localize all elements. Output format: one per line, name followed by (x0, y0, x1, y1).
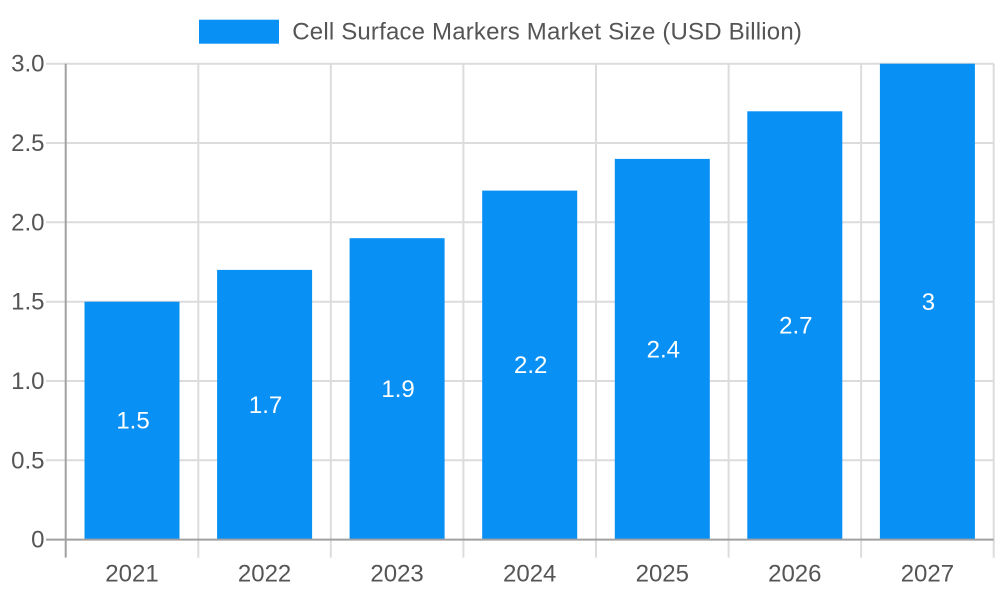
svg-text:1.5: 1.5 (11, 289, 44, 316)
svg-text:2026: 2026 (768, 561, 821, 588)
svg-text:2.5: 2.5 (11, 130, 44, 157)
svg-text:2021: 2021 (105, 561, 158, 588)
svg-text:2025: 2025 (636, 561, 689, 588)
svg-text:1.7: 1.7 (249, 392, 282, 419)
svg-text:1.0: 1.0 (11, 368, 44, 395)
svg-text:2024: 2024 (503, 561, 556, 588)
svg-text:2.7: 2.7 (779, 313, 812, 340)
svg-text:3: 3 (922, 289, 935, 316)
svg-text:2023: 2023 (370, 561, 423, 588)
svg-text:Cell Surface Markers Market Si: Cell Surface Markers Market Size (USD Bi… (292, 18, 802, 45)
svg-text:1.9: 1.9 (381, 376, 414, 403)
svg-text:2027: 2027 (901, 561, 954, 588)
svg-text:2.2: 2.2 (514, 352, 547, 379)
svg-text:0.5: 0.5 (11, 447, 44, 474)
svg-text:2022: 2022 (238, 561, 291, 588)
svg-text:2.0: 2.0 (11, 209, 44, 236)
svg-text:0: 0 (31, 527, 44, 554)
svg-text:2.4: 2.4 (647, 336, 680, 363)
svg-text:1.5: 1.5 (116, 408, 149, 435)
svg-text:3.0: 3.0 (11, 51, 44, 78)
